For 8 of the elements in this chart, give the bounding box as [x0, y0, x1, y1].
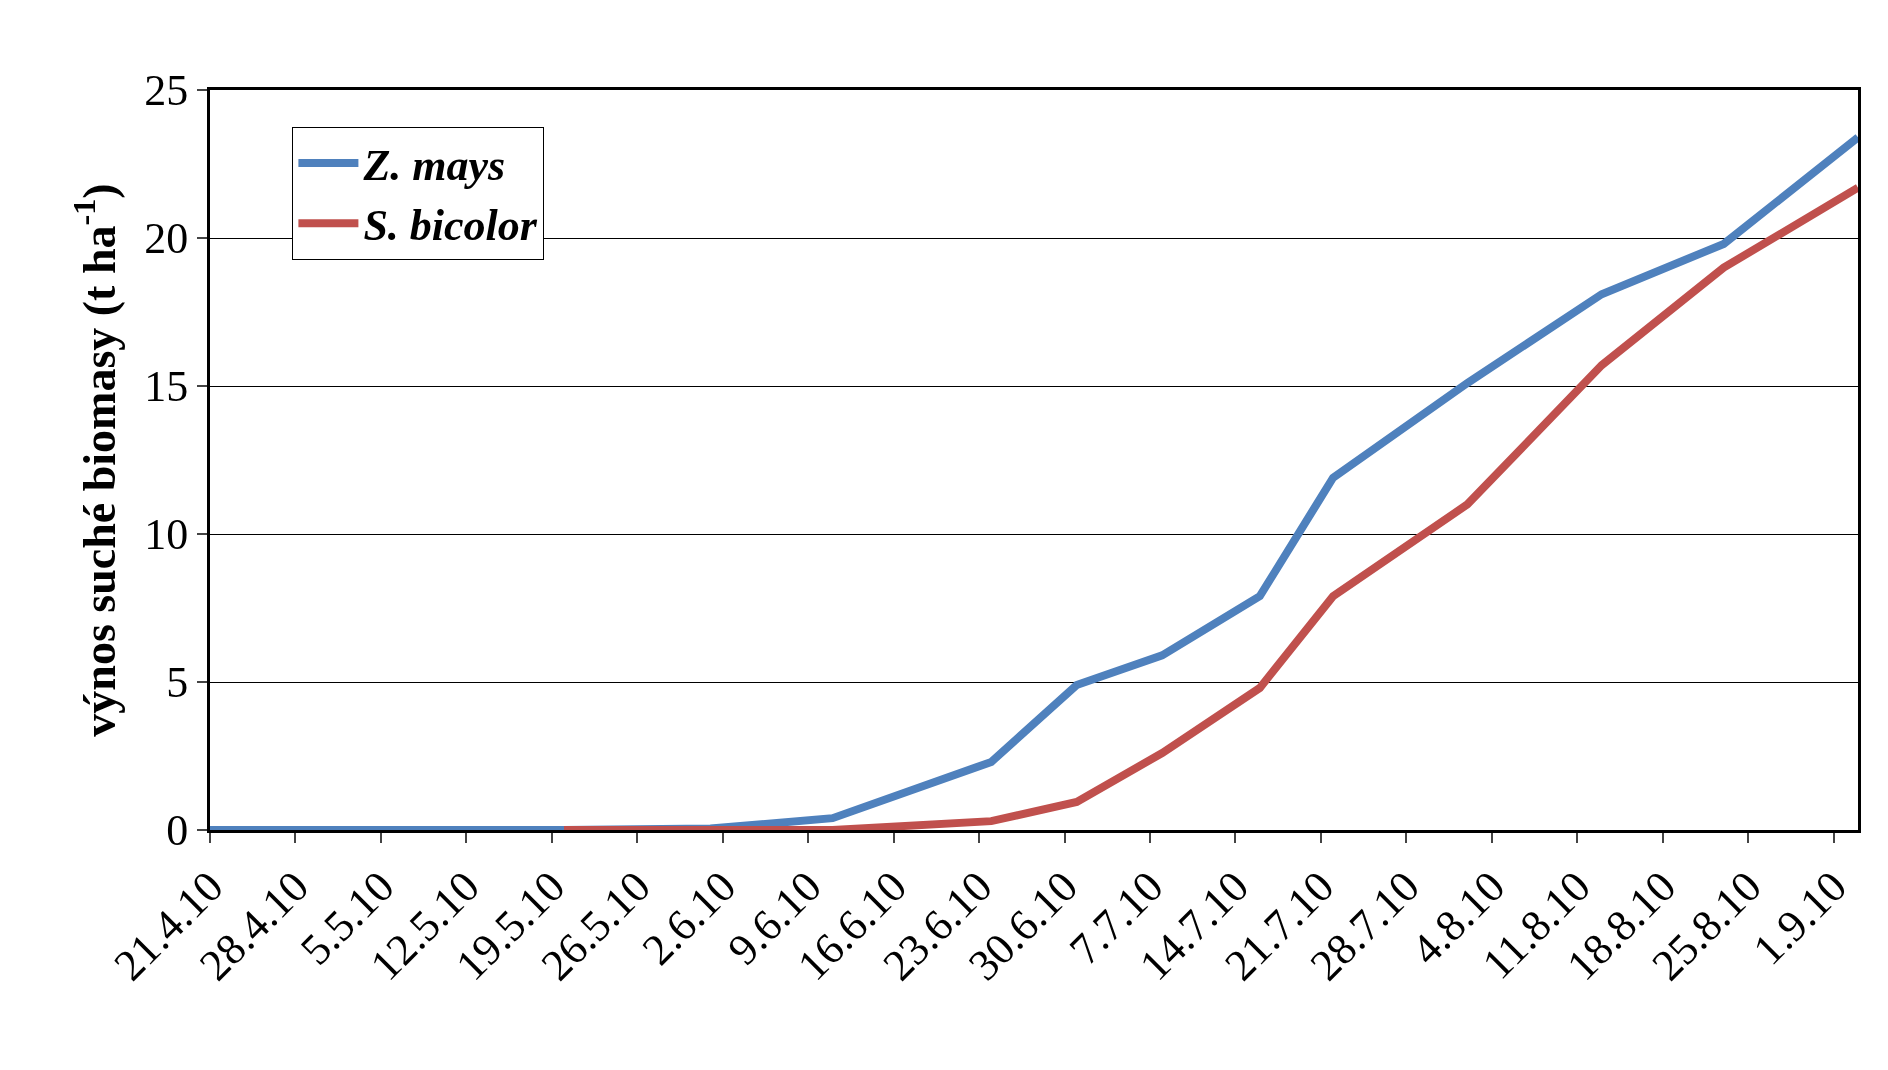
legend-label: S. bicolor	[363, 201, 538, 251]
y-tick-label: 15	[144, 362, 189, 412]
y-tick-label: 5	[166, 658, 189, 708]
legend-label: Z. mays	[362, 141, 506, 191]
y-tick-label: 20	[144, 214, 189, 264]
y-tick-label: 10	[144, 510, 189, 560]
y-tick-label: 0	[166, 806, 189, 856]
y-tick-label: 25	[144, 66, 189, 116]
